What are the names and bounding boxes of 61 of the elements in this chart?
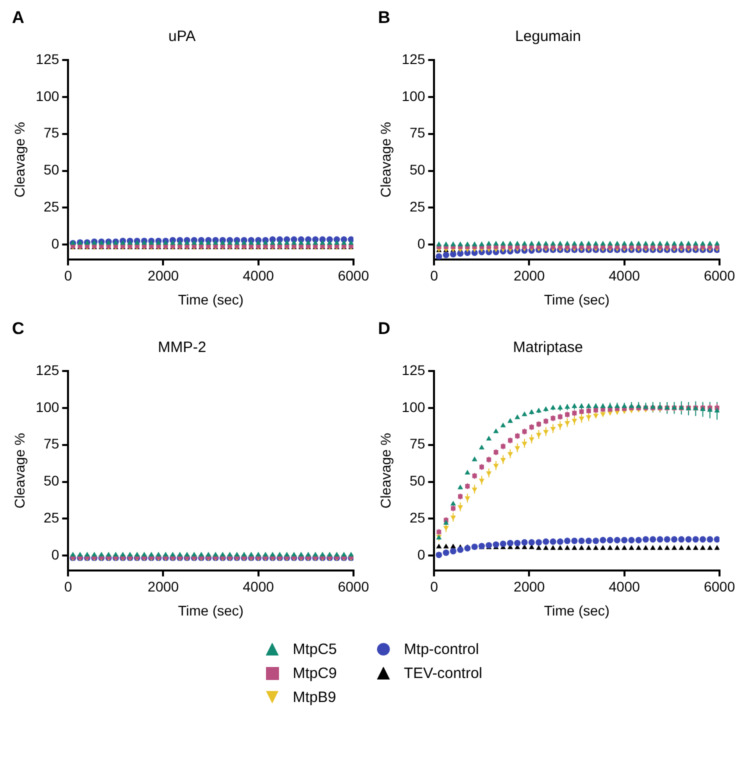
y-tick-label: 125 xyxy=(36,50,60,67)
chart-title: uPA xyxy=(168,28,196,46)
y-tick-label: 25 xyxy=(410,198,426,215)
x-tick-label: 2000 xyxy=(148,268,180,284)
x-tick-label: 2000 xyxy=(514,578,546,595)
y-tick-label: 0 xyxy=(417,235,426,252)
y-tick-label: 50 xyxy=(410,472,426,489)
chart-title: Legumain xyxy=(515,28,581,46)
x-tick-label: 2000 xyxy=(148,578,180,595)
x-tick-label: 4000 xyxy=(608,268,640,284)
legend-label: MtpC5 xyxy=(292,640,337,658)
y-tick-label: 0 xyxy=(51,235,60,252)
x-tick-label: 6000 xyxy=(338,578,370,595)
y-tick-label: 75 xyxy=(44,124,60,141)
y-tick-label: 25 xyxy=(44,198,60,215)
y-tick-label: 50 xyxy=(44,472,60,489)
y-tick-label: 0 xyxy=(417,546,426,562)
y-tick-label: 125 xyxy=(402,362,426,378)
y-tick-label: 25 xyxy=(44,510,60,526)
x-tick-label: 4000 xyxy=(242,268,274,284)
x-tick-label: 6000 xyxy=(338,268,370,284)
y-tick-label: 75 xyxy=(410,436,426,452)
y-tick-label: 100 xyxy=(402,398,426,415)
chart-title: Matriptase xyxy=(512,339,584,356)
y-tick-label: 75 xyxy=(410,124,426,141)
y-axis-title: Cleavage % xyxy=(377,122,394,198)
y-axis-title: Cleavage % xyxy=(377,432,394,508)
y-axis-title: Cleavage % xyxy=(11,122,28,198)
y-tick-label: 125 xyxy=(402,50,426,67)
x-tick-label: 0 xyxy=(64,268,72,284)
text: B xyxy=(378,8,390,28)
y-tick-label: 50 xyxy=(410,162,426,178)
x-axis-title: Time (sec) xyxy=(178,602,244,618)
y-tick-label: 75 xyxy=(44,436,60,452)
x-tick-label: 0 xyxy=(64,578,72,595)
legend-label: TEV-control xyxy=(404,664,482,682)
x-axis-title: Time (sec) xyxy=(178,291,244,308)
legend-label: MtpB9 xyxy=(292,688,336,706)
y-tick-label: 0 xyxy=(51,546,60,562)
y-tick-label: 100 xyxy=(36,398,60,415)
x-tick-label: 4000 xyxy=(242,578,274,595)
x-tick-label: 4000 xyxy=(608,578,640,595)
legend-label: Mtp-control xyxy=(404,640,479,658)
text: D xyxy=(378,319,390,338)
y-tick-label: 125 xyxy=(36,362,60,378)
x-tick-label: 0 xyxy=(430,578,438,595)
x-tick-label: 2000 xyxy=(514,268,546,284)
x-tick-label: 6000 xyxy=(704,578,736,595)
x-axis-title: Time (sec) xyxy=(544,602,610,618)
legend-label: MtpC9 xyxy=(292,664,337,682)
chart-title: MMP-2 xyxy=(158,339,206,356)
text: A xyxy=(12,8,24,28)
y-axis-title: Cleavage % xyxy=(11,432,28,508)
x-axis-title: Time (sec) xyxy=(544,291,610,308)
x-tick-label: 6000 xyxy=(704,268,736,284)
y-tick-label: 100 xyxy=(402,88,426,104)
x-tick-label: 0 xyxy=(430,268,438,284)
y-tick-label: 50 xyxy=(44,162,60,178)
y-tick-label: 25 xyxy=(410,510,426,526)
text: C xyxy=(12,319,24,338)
y-tick-label: 100 xyxy=(36,88,60,104)
